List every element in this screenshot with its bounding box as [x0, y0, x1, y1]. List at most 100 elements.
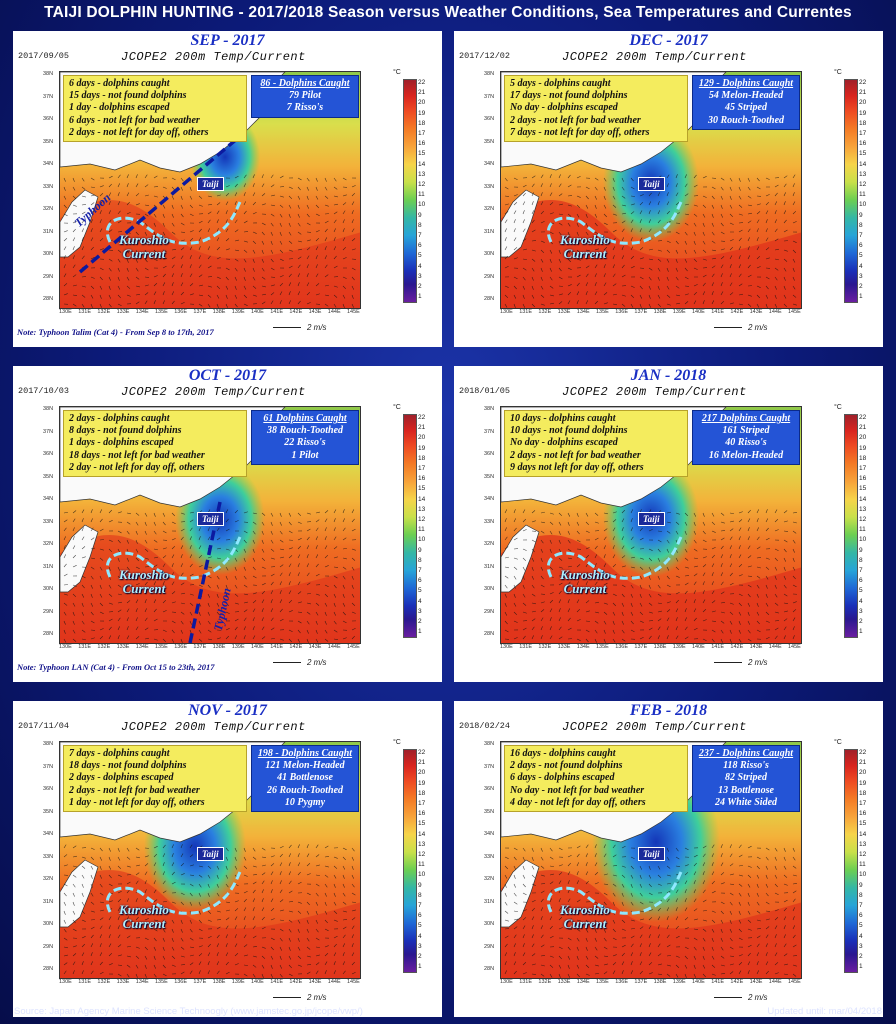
lon-tick: 138E	[653, 644, 667, 650]
map-subtitle: JCOPE2 200m Temp/Current	[121, 720, 306, 734]
lat-tick: 32N	[43, 876, 54, 882]
lat-tick: 36N	[484, 116, 495, 122]
colorbar-tick: 4	[859, 597, 863, 605]
lon-tick: 133E	[557, 309, 571, 315]
lon-tick: 132E	[538, 644, 552, 650]
lat-tick: 37N	[484, 763, 495, 770]
lon-tick: 138E	[653, 979, 667, 985]
kuroshio-label: Kuroshio Current	[560, 232, 610, 261]
kyushu-coastline	[60, 189, 99, 258]
colorbar-tick: 3	[418, 272, 422, 280]
colorbar-tick: 8	[859, 221, 863, 229]
colorbar-unit: °C	[393, 739, 401, 746]
colorbar-tick: 10	[859, 536, 867, 544]
stat-line: 6 days - dolphins caught	[69, 78, 170, 89]
lat-tick: 32N	[484, 206, 495, 212]
colorbar-tick: 14	[859, 495, 867, 503]
colorbar-tick: 3	[418, 942, 422, 950]
scale-label: 2 m/s	[748, 658, 768, 667]
current-vectors	[63, 844, 356, 978]
map-subtitle: JCOPE2 200m Temp/Current	[562, 50, 747, 64]
stat-line: 2 days - not left for bad weather	[510, 449, 641, 461]
lat-tick: 35N	[43, 138, 54, 145]
colorbar-tick: 16	[418, 810, 426, 818]
weather-stats-box: 6 days - dolphins caught 15 days - not fo…	[63, 75, 247, 142]
stat-line: 2 days - not found dolphins	[510, 760, 623, 772]
stat-line: 7 days - not left for day off, others	[510, 126, 650, 138]
colorbar-tick: 20	[418, 434, 426, 442]
colorbar-tick: 18	[859, 454, 867, 462]
colorbar-tick: 4	[859, 262, 863, 270]
panel-date: 2017/11/04	[18, 721, 70, 731]
lon-tick: 136E	[615, 309, 629, 315]
panel-date: 2018/01/05	[459, 386, 511, 396]
lon-tick: 137E	[193, 979, 207, 985]
colorbar-tick: 5	[859, 587, 863, 595]
kuroshio-path	[546, 201, 683, 245]
weather-stats-box: 10 days - dolphins caught 10 days - not f…	[504, 410, 688, 477]
lon-tick: 141E	[711, 644, 725, 650]
colorbar-tick: 22	[859, 79, 867, 86]
lon-tick: 135E	[596, 309, 609, 315]
scale-label: 2 m/s	[307, 658, 327, 667]
colorbar-tick: 10	[418, 536, 426, 544]
lat-tick: 33N	[43, 853, 54, 860]
lat-tick: 36N	[43, 451, 54, 457]
colorbar-tick: 5	[859, 922, 863, 930]
colorbar-tick: 19	[859, 444, 867, 452]
lon-tick: 135E	[155, 644, 168, 650]
species-line: 22 Risso's	[284, 437, 326, 449]
colorbar-tick: 4	[418, 597, 422, 605]
colorbar-tick: 11	[859, 526, 866, 534]
velocity-scale: 2 m/s	[273, 323, 327, 332]
species-line: 13 Bottlenose	[718, 784, 774, 796]
lon-tick: 132E	[538, 979, 552, 985]
kyushu-coastline	[60, 859, 99, 928]
colorbar-tick: 19	[418, 109, 426, 117]
lon-tick: 145E	[347, 979, 360, 985]
scale-label: 2 m/s	[748, 993, 768, 1002]
map-panel-5: FEB - 2018 2018/02/24 JCOPE2 200m Temp/Cur…	[454, 701, 883, 1017]
stat-line: 1 day - not left for day off, others	[69, 796, 205, 808]
lat-tick: 35N	[484, 473, 495, 480]
colorbar-tick: 20	[859, 769, 867, 777]
kuroshio-label: Kuroshio Current	[560, 567, 610, 596]
map-panel-4: NOV - 2017 2017/11/04 JCOPE2 200m Temp/Cur…	[13, 701, 442, 1017]
temperature-colorbar	[403, 749, 417, 973]
lon-tick: 131E	[78, 644, 92, 650]
lat-tick: 31N	[43, 563, 54, 570]
map-subtitle: JCOPE2 200m Temp/Current	[562, 385, 747, 399]
lon-tick: 144E	[327, 309, 341, 315]
scale-bar	[273, 997, 301, 999]
lon-tick: 134E	[135, 979, 149, 985]
stat-line: 10 days - dolphins caught	[510, 413, 616, 424]
panel-date: 2017/12/02	[459, 51, 511, 61]
lon-tick: 137E	[193, 644, 207, 650]
kuroshio-label: Kuroshio Current	[119, 567, 169, 596]
lon-tick: 144E	[768, 979, 782, 985]
lon-tick: 140E	[692, 644, 705, 650]
stat-line: 17 days - not found dolphins	[510, 90, 628, 102]
colorbar-tick: 21	[418, 759, 426, 767]
lon-tick: 130E	[59, 979, 72, 985]
colorbar-tick: 6	[859, 577, 863, 585]
colorbar-tick: 15	[859, 820, 867, 828]
panel-title: OCT - 2017	[188, 367, 267, 384]
colorbar-tick: 20	[418, 769, 426, 777]
colorbar-tick: 5	[418, 252, 422, 260]
lon-tick: 131E	[78, 309, 92, 315]
lon-tick: 140E	[251, 979, 264, 985]
lat-tick: 29N	[484, 608, 495, 615]
lon-tick: 130E	[500, 979, 513, 985]
species-line: 54 Melon-Headed	[708, 90, 784, 102]
lon-tick: 142E	[730, 979, 744, 985]
lat-tick: 29N	[43, 943, 54, 950]
colorbar-tick: 18	[859, 119, 867, 127]
stat-line: 5 days - dolphins caught	[510, 78, 611, 89]
stat-line: No day - dolphins escaped	[510, 102, 618, 114]
colorbar-tick: 9	[418, 546, 422, 554]
latitude-axis: 38N 37N 36N 35N 34N 33N 32N 31N 30N 29N 28N	[43, 406, 57, 642]
colorbar-tick: 15	[418, 820, 426, 828]
colorbar-tick: 16	[859, 140, 867, 148]
kuroshio-path	[105, 871, 242, 915]
